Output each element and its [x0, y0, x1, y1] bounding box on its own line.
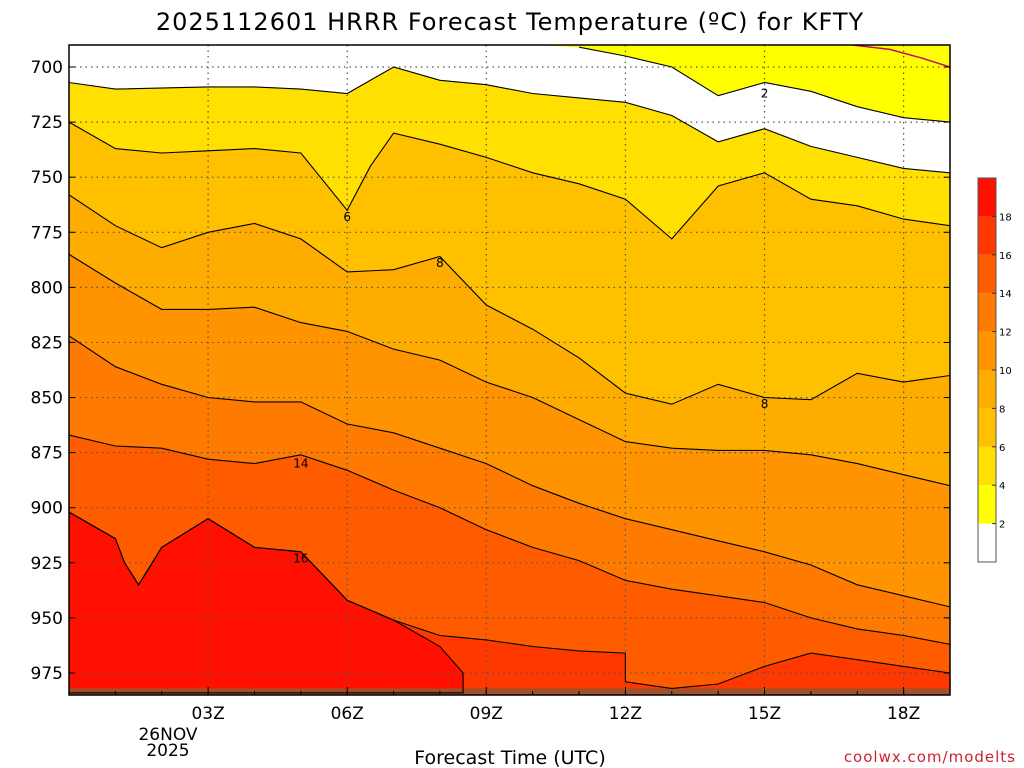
- colorbar-label: 10: [999, 366, 1012, 377]
- isotherm-lines: [69, 45, 950, 694]
- y-tick-label: 900: [31, 499, 63, 519]
- isotherm-12: [69, 335, 950, 608]
- colorbar-label: 2: [999, 520, 1005, 531]
- colorbar-swatch-0-2: [978, 523, 996, 562]
- colorbar-label: 16: [999, 251, 1012, 262]
- contour-label: 16: [293, 551, 308, 565]
- y-tick-label: 950: [31, 609, 63, 629]
- band-above-18: [69, 512, 464, 695]
- temperature-fills: [69, 45, 950, 695]
- colorbar-swatch-16-18: [978, 216, 996, 255]
- plot-frame: [68, 44, 951, 696]
- isotherm-2: [578, 46, 950, 123]
- x-tick-label: 03Z: [191, 704, 224, 724]
- x-tick-label: 06Z: [331, 704, 364, 724]
- contour-label: 6: [343, 210, 351, 224]
- colorbar-label: 14: [999, 289, 1012, 300]
- y-tick-label: 700: [31, 58, 63, 78]
- colorbar-swatch-18-20: [978, 178, 996, 217]
- credit-link[interactable]: coolwx.com/modelts: [844, 748, 1016, 766]
- contour-label: 2: [761, 86, 769, 100]
- isotherm-8: [69, 194, 950, 405]
- colorbar-legend: 2 4 6 8 10 12 14 16 18: [977, 177, 1012, 563]
- colorbar-label: 6: [999, 443, 1005, 454]
- colorbar-swatch-12-14: [978, 293, 996, 332]
- colorbar-swatch-14-16: [978, 254, 996, 294]
- date-label-year: 2025: [146, 741, 189, 761]
- contour-label: 8: [436, 256, 444, 270]
- isotherm-4: [69, 66, 950, 174]
- colorbar-label: 18: [999, 212, 1012, 223]
- y-tick-label: 975: [31, 664, 63, 684]
- chart-title: 2025112601 HRRR Forecast Temperature (ºC…: [156, 8, 864, 36]
- x-axis: 03Z 06Z 09Z 12Z 15Z 18Z: [68, 687, 951, 724]
- x-tick-label: 15Z: [748, 704, 781, 724]
- x-tick-label: 09Z: [470, 704, 503, 724]
- gridlines: [69, 45, 950, 695]
- y-axis: 700 725 750 775 800 825 850 875 900 925 950 975: [31, 58, 950, 684]
- y-tick-label: 850: [31, 389, 63, 409]
- x-tick-label: 18Z: [887, 704, 920, 724]
- colorbar-label: 4: [999, 481, 1005, 492]
- colorbar-swatch-8-10: [978, 370, 996, 409]
- y-tick-label: 775: [31, 223, 63, 243]
- colorbar-swatch-10-12: [978, 331, 996, 370]
- colorbar-swatch-6-8: [978, 408, 996, 447]
- y-tick-label: 875: [31, 444, 63, 464]
- y-tick-label: 825: [31, 333, 63, 353]
- isotherm-18: [69, 511, 464, 694]
- contour-labels: 2 6 8 8 14 16: [293, 86, 768, 565]
- ground-surface: [69, 688, 950, 695]
- y-tick-label: 750: [31, 168, 63, 188]
- y-tick-label: 725: [31, 113, 63, 133]
- y-tick-label: 800: [31, 278, 63, 298]
- isotherm-10: [69, 253, 950, 487]
- colorbar-label: 12: [999, 328, 1012, 339]
- colorbar-swatch-4-6: [978, 446, 996, 486]
- band-above-2: [96, 45, 950, 123]
- isotherm-14: [69, 434, 950, 645]
- date-label-day: 26NOV: [138, 725, 197, 745]
- x-axis-title: Forecast Time (UTC): [414, 747, 605, 768]
- contour-label: 8: [761, 397, 769, 411]
- isotherm-0: [852, 45, 950, 68]
- x-tick-label: 12Z: [609, 704, 642, 724]
- surface-terrain: [69, 688, 950, 695]
- y-tick-label: 925: [31, 554, 63, 574]
- colorbar-swatch-2-4: [978, 485, 996, 524]
- isotherm-6: [69, 121, 950, 240]
- colorbar-label: 8: [999, 404, 1005, 415]
- contour-label: 14: [293, 457, 308, 471]
